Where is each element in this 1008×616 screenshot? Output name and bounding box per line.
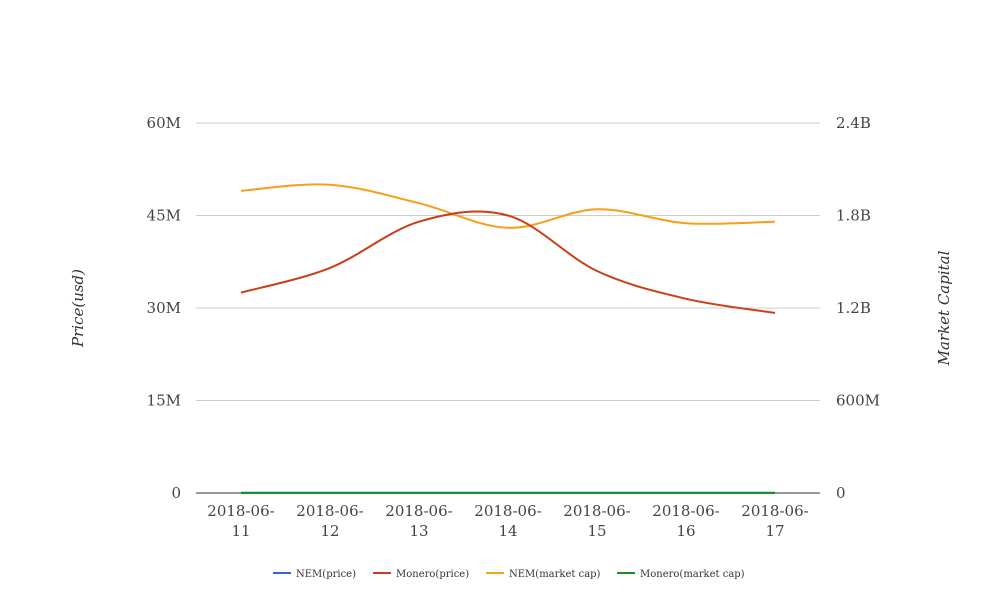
x-tick-label: 2018-06- 15: [563, 502, 630, 540]
legend-label: Monero(price): [396, 569, 469, 580]
x-tick-label: 2018-06- 13: [385, 502, 452, 540]
right-tick-label: 0: [836, 484, 846, 502]
right-axis-title: Market Capital: [935, 250, 953, 366]
right-tick-label: 2.4B: [836, 114, 871, 132]
x-tick-label-line: 14: [498, 522, 517, 540]
left-tick-label: 15M: [147, 392, 181, 410]
x-tick-label: 2018-06- 16: [652, 502, 719, 540]
series-line-nem-market-cap: [240, 183, 776, 229]
x-tick-label-line: 2018-06-: [741, 502, 808, 520]
legend-label: Monero(market cap): [640, 569, 745, 580]
x-tick-label-line: 2018-06-: [474, 502, 541, 520]
x-tick-label: 2018-06- 11: [207, 502, 274, 540]
x-tick-label-line: 2018-06-: [296, 502, 363, 520]
grid: [196, 122, 820, 494]
x-tick-label-line: 17: [765, 522, 784, 540]
x-tick-label: 2018-06- 12: [296, 502, 363, 540]
x-axis: 2018-06- 11 2018-06- 12 2018-06- 13 2018-06- 14…: [207, 502, 808, 540]
x-tick-label-line: 2018-06-: [563, 502, 630, 520]
left-tick-label: 45M: [147, 207, 181, 225]
x-tick-label-line: 12: [320, 522, 339, 540]
legend: NEM(price) Monero(price) NEM(market cap) Mo…: [273, 569, 745, 580]
x-tick-label: 2018-06- 17: [741, 502, 808, 540]
right-tick-label: 600M: [836, 392, 880, 410]
x-tick-label-line: 15: [587, 522, 606, 540]
left-tick-label: 30M: [147, 299, 181, 317]
left-axis: 0 15M 30M 45M 60M: [147, 114, 181, 502]
legend-label: NEM(price): [296, 569, 356, 580]
left-axis-title: Price(usd): [69, 269, 87, 348]
right-tick-label: 1.2B: [836, 299, 871, 317]
series-line-monero-price: [240, 210, 776, 314]
right-axis: 0 600M 1.2B 1.8B 2.4B: [836, 114, 880, 502]
x-tick-label-line: 13: [409, 522, 428, 540]
legend-label: NEM(market cap): [509, 569, 601, 580]
x-tick-label-line: 2018-06-: [652, 502, 719, 520]
x-tick-label-line: 2018-06-: [207, 502, 274, 520]
left-tick-label: 0: [171, 484, 181, 502]
x-tick-label-line: 11: [231, 522, 250, 540]
x-tick-label-line: 2018-06-: [385, 502, 452, 520]
series-lines: [240, 183, 776, 495]
x-tick-label: 2018-06- 14: [474, 502, 541, 540]
x-tick-label-line: 16: [676, 522, 695, 540]
left-tick-label: 60M: [147, 114, 181, 132]
right-tick-label: 1.8B: [836, 207, 871, 225]
